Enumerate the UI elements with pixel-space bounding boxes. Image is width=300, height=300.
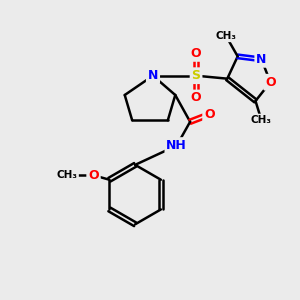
Text: O: O — [191, 92, 201, 104]
Text: O: O — [88, 169, 99, 182]
Text: O: O — [204, 108, 215, 121]
Text: CH₃: CH₃ — [215, 31, 236, 40]
Text: NH: NH — [167, 139, 187, 152]
Text: CH₃: CH₃ — [56, 170, 77, 180]
Text: O: O — [191, 47, 201, 60]
Text: N: N — [148, 69, 158, 82]
Text: CH₃: CH₃ — [251, 115, 272, 125]
Text: O: O — [265, 76, 276, 89]
Text: N: N — [256, 53, 267, 66]
Text: S: S — [192, 69, 201, 82]
